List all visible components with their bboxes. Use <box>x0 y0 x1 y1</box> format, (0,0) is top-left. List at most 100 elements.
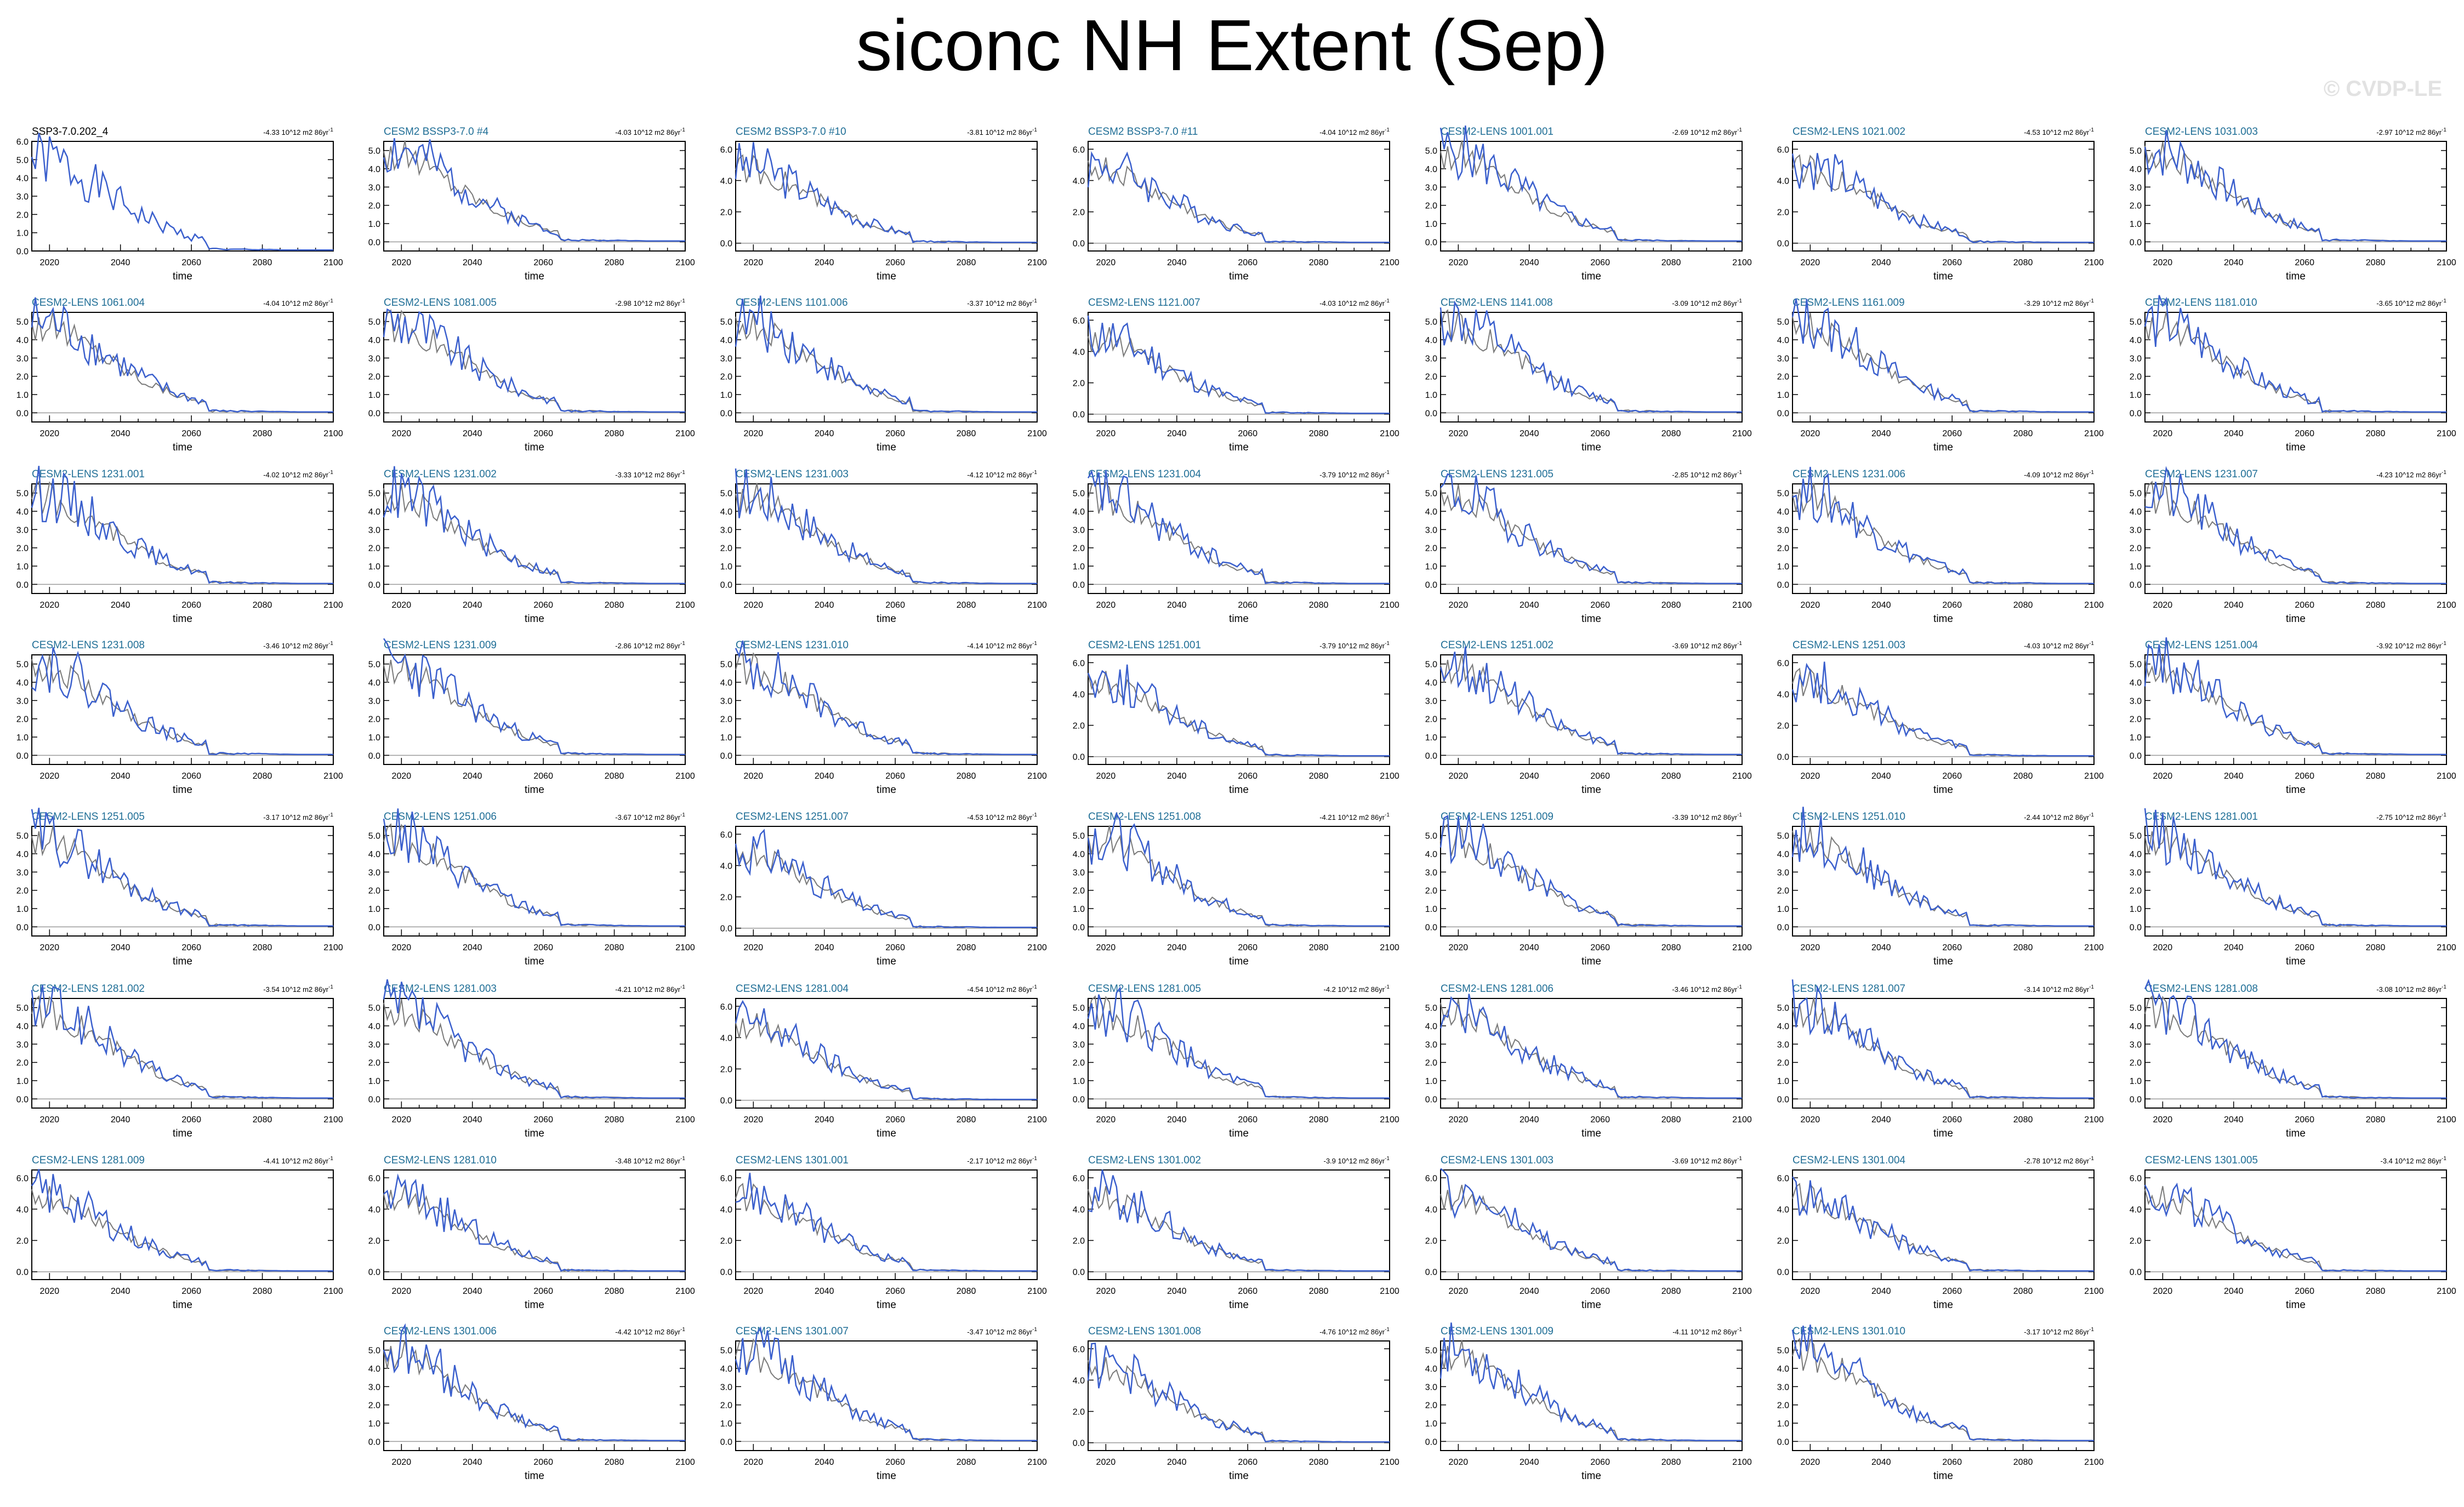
x-tick-label: 2040 <box>815 943 834 952</box>
panel-title: CESM2-LENS 1301.003 <box>1441 1155 1553 1166</box>
x-axis-label: time <box>173 784 192 796</box>
x-tick-label: 2040 <box>463 772 482 781</box>
y-tick-label: 4.0 <box>2130 1205 2142 1214</box>
x-tick-label: 2040 <box>1520 1287 1539 1296</box>
y-tick-label: 4.0 <box>1425 1365 1437 1374</box>
x-tick-label: 2060 <box>1590 1287 1610 1296</box>
panel: CESM2-LENS 1281.001 -2.75 10^12 m2 86yr-1… <box>2130 808 2456 967</box>
y-tick-label: 2.0 <box>1073 1237 1085 1246</box>
y-tick-label: 3.0 <box>1777 526 1789 535</box>
x-axis-label: time <box>1229 442 1249 453</box>
panel: CESM2-LENS 1101.006 -3.37 10^12 m2 86yr-1… <box>720 295 1047 453</box>
panel-title: CESM2-LENS 1251.004 <box>2145 640 2258 651</box>
x-tick-label: 2100 <box>1380 429 1399 438</box>
panel-frame <box>2144 654 2447 765</box>
y-tick-label: 2.0 <box>720 208 732 218</box>
x-axis-label: time <box>2286 1128 2306 1139</box>
x-tick-label: 2100 <box>2437 429 2456 438</box>
y-tick-label: 1.0 <box>1777 1419 1789 1429</box>
y-tick-label: 1.0 <box>1777 391 1789 400</box>
x-tick-label: 2060 <box>1238 943 1257 952</box>
panel-frame <box>735 1169 1038 1280</box>
ensemble-mean-line <box>1792 1183 2094 1272</box>
x-tick-label: 2060 <box>1590 1458 1610 1467</box>
panel-frame <box>1088 654 1390 765</box>
x-axis-label: time <box>1933 784 1953 796</box>
panel-title: CESM2-LENS 1281.006 <box>1441 983 1553 995</box>
x-axis-label: time <box>1229 956 1249 967</box>
x-tick-label: 2040 <box>1871 943 1891 952</box>
panel: CESM2-LENS 1301.008 -4.76 10^12 m2 86yr-1… <box>1073 1326 1399 1482</box>
x-tick-label: 2080 <box>957 943 976 952</box>
x-tick-label: 2100 <box>1027 1287 1047 1296</box>
y-tick-label: 2.0 <box>2130 1237 2142 1246</box>
y-tick-label: 0.0 <box>1777 580 1789 590</box>
y-tick-label: 2.0 <box>1777 1401 1789 1411</box>
x-tick-label: 2060 <box>533 429 553 438</box>
x-axis-label: time <box>1933 1128 1953 1139</box>
y-tick-label: 2.0 <box>1425 1401 1437 1411</box>
y-tick-label: 4.0 <box>368 165 380 174</box>
x-tick-label: 2040 <box>815 1115 834 1124</box>
x-tick-label: 2040 <box>2224 772 2244 781</box>
x-tick-label: 2060 <box>1238 258 1257 267</box>
y-tick-label: 4.0 <box>16 1022 29 1031</box>
x-axis-label: time <box>525 956 544 967</box>
y-tick-label: 6.0 <box>2130 1174 2142 1183</box>
y-tick-label: 4.0 <box>1777 1022 1789 1031</box>
y-tick-label: 1.0 <box>368 391 380 400</box>
y-tick-label: 2.0 <box>1425 1059 1437 1068</box>
x-axis-label: time <box>173 271 192 282</box>
x-tick-label: 2020 <box>40 258 60 267</box>
panel-frame <box>383 1169 686 1280</box>
member-line <box>735 1000 1037 1100</box>
panel-trend-label: -3.37 10^12 m2 86yr-1 <box>967 298 1037 307</box>
y-tick-label: 4.0 <box>1073 1022 1085 1031</box>
y-tick-label: 0.0 <box>2130 580 2142 590</box>
y-tick-label: 3.0 <box>1777 1040 1789 1049</box>
x-tick-label: 2020 <box>2153 943 2173 952</box>
x-axis-label: time <box>1581 613 1601 625</box>
x-tick-label: 2020 <box>1449 1287 1469 1296</box>
x-tick-label: 2060 <box>2295 429 2314 438</box>
x-tick-label: 2060 <box>181 1287 201 1296</box>
x-axis-label: time <box>1229 784 1249 796</box>
x-axis-label: time <box>1933 1470 1953 1482</box>
y-tick-label: 4.0 <box>1425 678 1437 688</box>
panel-trend-label: -2.69 10^12 m2 86yr-1 <box>1672 127 1742 136</box>
panel-trend-label: -2.44 10^12 m2 86yr-1 <box>2024 812 2094 821</box>
y-tick-label: 0.0 <box>1425 751 1437 761</box>
x-tick-label: 2080 <box>253 1287 272 1296</box>
panel-title: CESM2-LENS 1231.004 <box>1088 469 1201 480</box>
x-tick-label: 2020 <box>392 429 412 438</box>
y-tick-label: 3.0 <box>368 183 380 192</box>
panel-frame <box>1088 1340 1390 1451</box>
x-tick-label: 2100 <box>2437 943 2456 952</box>
panel-frame <box>1440 654 1743 765</box>
y-tick-label: 0.0 <box>16 409 29 418</box>
y-tick-label: 4.0 <box>720 861 732 871</box>
y-tick-label: 3.0 <box>368 354 380 363</box>
x-tick-label: 2100 <box>1027 1458 1047 1467</box>
y-tick-label: 5.0 <box>16 660 29 670</box>
x-tick-label: 2060 <box>1590 601 1610 610</box>
panel: CESM2-LENS 1231.007 -4.23 10^12 m2 86yr-1… <box>2130 466 2456 625</box>
x-tick-label: 2080 <box>2013 772 2033 781</box>
y-tick-label: 4.0 <box>2130 1022 2142 1031</box>
x-tick-label: 2040 <box>1520 1458 1539 1467</box>
panel-title: CESM2-LENS 1301.008 <box>1088 1326 1201 1337</box>
x-axis-label: time <box>877 1299 896 1311</box>
x-axis-label: time <box>1581 271 1601 282</box>
member-line <box>1440 1168 1742 1272</box>
y-tick-label: 0.0 <box>1425 409 1437 418</box>
x-tick-label: 2100 <box>323 943 343 952</box>
panel-trend-label: -3.92 10^12 m2 86yr-1 <box>2376 641 2446 650</box>
x-tick-label: 2080 <box>1309 429 1329 438</box>
panel-trend-label: -4.33 10^12 m2 86yr-1 <box>263 127 333 136</box>
panel-trend-label: -3.69 10^12 m2 86yr-1 <box>1672 1156 1742 1165</box>
x-tick-label: 2100 <box>1027 601 1047 610</box>
panel: CESM2-LENS 1141.008 -3.09 10^12 m2 86yr-1… <box>1425 297 1752 453</box>
x-tick-label: 2040 <box>815 601 834 610</box>
x-axis-label: time <box>2286 956 2306 967</box>
x-tick-label: 2020 <box>40 1287 60 1296</box>
